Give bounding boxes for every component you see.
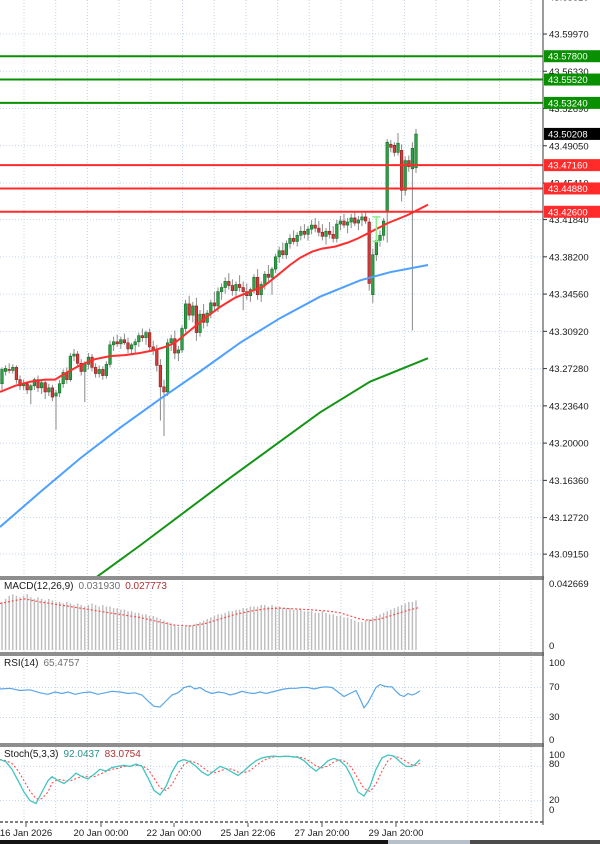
price-level-badge: 43.42600 <box>544 205 600 218</box>
price-axis: 43.63610 43.59970 43.56330 43.52690 43.49050… <box>542 0 600 840</box>
time-tick-label: 16 Jan 2026 <box>0 828 52 839</box>
panel-separator <box>0 652 600 656</box>
stoch-indicator-label: Stoch(5,3,3) 92.0437 83.0754 <box>4 749 141 760</box>
panel-separator <box>0 743 600 747</box>
indicator-scale-label: 0 <box>549 805 554 816</box>
price-level-lines[interactable] <box>0 55 543 213</box>
indicator-scale-label: 30 <box>549 712 560 723</box>
time-tick-label: 29 Jan 20:00 <box>369 828 424 839</box>
indicator-scale-label: 100 <box>549 658 565 669</box>
price-level-badge: 43.44880 <box>544 182 600 195</box>
svg-text:43.44880: 43.44880 <box>548 184 588 195</box>
indicator-scale-label: 20 <box>549 795 560 806</box>
price-level-badge: 43.50208 <box>544 127 600 140</box>
moving-averages <box>0 203 429 580</box>
rsi-indicator-label: RSI(14) 65.4757 <box>4 658 80 669</box>
candlestick-series <box>0 128 418 436</box>
scrollbar-track-right[interactable] <box>470 840 600 844</box>
price-tick-label: 43.23640 <box>549 401 589 412</box>
indicator-scale-label: 80 <box>549 759 560 770</box>
svg-text:43.57800: 43.57800 <box>548 52 588 63</box>
stoch-value-k: 92.0437 <box>63 749 100 760</box>
order-marker[interactable] <box>372 216 381 243</box>
price-tick-label: 43.38200 <box>549 252 589 263</box>
price-tick-label: 43.59970 <box>549 30 589 41</box>
macd-name: MACD(12,26,9) <box>4 581 74 592</box>
price-tick-label: 43.63610 <box>549 0 589 3</box>
indicator-scale-label: 70 <box>549 682 560 693</box>
macd-value-main: 0.031930 <box>78 581 121 592</box>
time-axis: 16 Jan 2026 20 Jan 00:00 22 Jan 00:00 25 Ja… <box>0 823 423 839</box>
panel-separator <box>0 576 600 580</box>
indicator-scale-label: 0 <box>549 641 554 652</box>
price-level-badge: 43.57800 <box>544 50 600 63</box>
indicator-scale-label: 0.042669 <box>549 579 589 590</box>
macd-panel <box>0 594 421 650</box>
time-tick-label: 22 Jan 00:00 <box>147 828 202 839</box>
time-tick-label: 20 Jan 00:00 <box>74 828 129 839</box>
price-tick-label: 43.41840 <box>549 215 589 226</box>
price-tick-label: 43.34560 <box>549 290 589 301</box>
svg-text:43.55520: 43.55520 <box>548 75 588 86</box>
price-level-badge: 43.53240 <box>544 96 600 109</box>
price-tick-label: 43.20000 <box>549 439 589 450</box>
price-level-badge: 43.47160 <box>544 159 600 172</box>
scrollbar-thumb[interactable] <box>388 840 470 844</box>
price-level-badge: 43.55520 <box>544 73 600 86</box>
macd-indicator-label: MACD(12,26,9) 0.031930 0.027773 <box>4 581 167 592</box>
indicator-scale-label: 0 <box>549 735 554 746</box>
price-tick-label: 43.56330 <box>549 67 589 78</box>
stoch-value-d: 83.0754 <box>104 749 141 760</box>
horizontal-scrollbar[interactable] <box>0 840 600 844</box>
price-tick-label: 43.30920 <box>549 327 589 338</box>
time-tick-label: 25 Jan 22:06 <box>221 828 276 839</box>
svg-text:43.53240: 43.53240 <box>548 98 588 109</box>
indicator-scale-label: 100 <box>549 750 565 761</box>
time-tick-label: 27 Jan 20:00 <box>295 828 350 839</box>
price-tick-label: 43.09150 <box>549 550 589 561</box>
stoch-d-line <box>0 755 421 800</box>
price-tick-label: 43.16360 <box>549 476 589 487</box>
macd-value-signal: 0.027773 <box>125 581 167 592</box>
price-tick-label: 43.49050 <box>549 141 589 152</box>
grid-lines <box>0 0 543 821</box>
svg-text:43.50208: 43.50208 <box>548 129 588 140</box>
svg-text:43.47160: 43.47160 <box>548 161 588 172</box>
rsi-line <box>0 683 421 709</box>
rsi-name: RSI(14) <box>4 658 39 669</box>
price-tick-label: 43.27280 <box>549 364 589 375</box>
rsi-value: 65.4757 <box>43 658 80 669</box>
svg-text:43.42600: 43.42600 <box>548 207 588 218</box>
stoch-k-line <box>0 754 421 805</box>
stoch-name: Stoch(5,3,3) <box>4 749 59 760</box>
price-tick-label: 43.52690 <box>549 104 589 115</box>
price-tick-label: 43.12720 <box>549 513 589 524</box>
